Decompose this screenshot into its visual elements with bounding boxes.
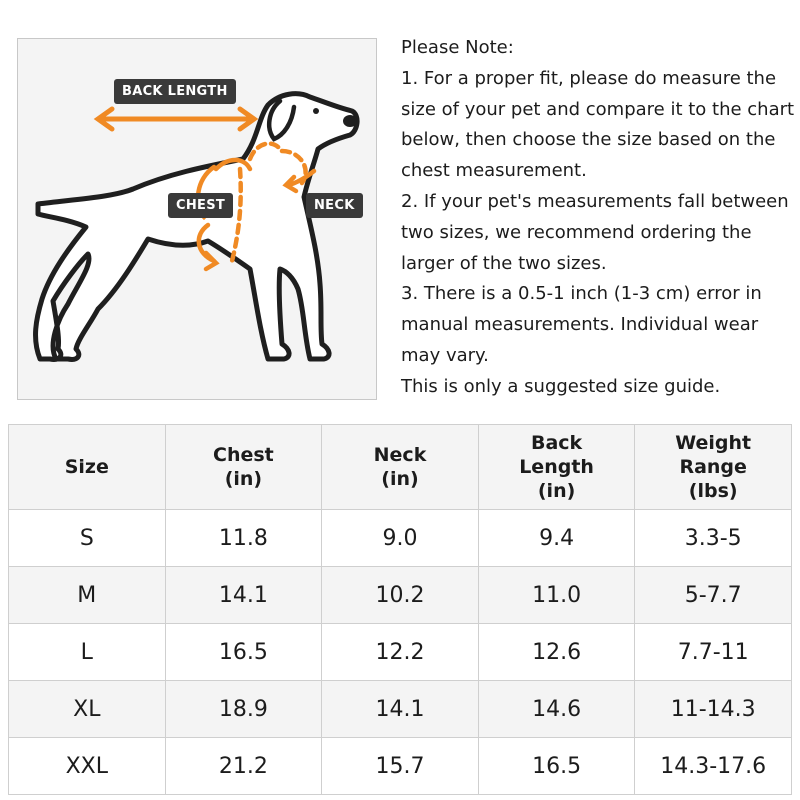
cell-chest: 14.1 (164, 566, 323, 624)
header-back-length: Back Length (in) (477, 424, 636, 510)
header-line: (in) (381, 468, 419, 490)
cell-chest: 16.5 (164, 623, 323, 681)
cell-size: M (8, 566, 166, 624)
table-row: L 16.5 12.2 12.6 7.7-11 (8, 623, 792, 681)
cell-weight-range: 3.3-5 (634, 509, 792, 567)
table-row: M 14.1 10.2 11.0 5-7.7 (8, 566, 792, 624)
cell-neck: 14.1 (321, 680, 479, 738)
measurement-diagram: BACK LENGTH CHEST NECK (17, 38, 377, 400)
cell-neck: 12.2 (321, 623, 479, 681)
notes-line: 1. For a proper fit, please do measure t… (401, 67, 777, 89)
cell-chest: 11.8 (164, 509, 323, 567)
header-chest: Chest (in) (164, 424, 323, 510)
cell-weight-range: 5-7.7 (634, 566, 792, 624)
header-size: Size (8, 424, 166, 510)
neck-tag: NECK (306, 193, 363, 218)
back-length-tag: BACK LENGTH (114, 79, 236, 104)
cell-neck: 9.0 (321, 509, 479, 567)
notes-heading: Please Note: (401, 37, 514, 58)
cell-weight-range: 11-14.3 (634, 680, 792, 738)
size-notes: Please Note: 1. For a proper fit, please… (401, 33, 796, 403)
notes-line: two sizes, we recommend ordering the (401, 221, 752, 243)
cell-back-length: 11.0 (477, 566, 636, 624)
cell-size: L (8, 623, 166, 681)
cell-size: XXL (8, 737, 166, 795)
cell-size: XL (8, 680, 166, 738)
cell-weight-range: 7.7-11 (634, 623, 792, 681)
cell-neck: 15.7 (321, 737, 479, 795)
header-neck: Neck (in) (321, 424, 479, 510)
cell-back-length: 14.6 (477, 680, 636, 738)
header-line: Neck (373, 444, 427, 466)
cell-chest: 21.2 (164, 737, 323, 795)
table-header-row: Size Chest (in) Neck (in) Back Length (i… (8, 424, 792, 510)
notes-line: below, then choose the size based on the (401, 129, 776, 151)
size-chart-table: Size Chest (in) Neck (in) Back Length (i… (8, 424, 792, 795)
dog-nose (343, 115, 357, 127)
cell-back-length: 9.4 (477, 509, 636, 567)
header-line: Weight (675, 432, 752, 454)
cell-back-length: 12.6 (477, 623, 636, 681)
cell-size: S (8, 509, 166, 567)
dog-eye (313, 108, 319, 114)
dog-ear (266, 98, 297, 142)
header-line: Size (64, 456, 109, 478)
header-line: Chest (213, 444, 274, 466)
header-line: Range (679, 456, 747, 478)
header-line: (in) (537, 480, 576, 502)
neck-measure-loop (247, 141, 317, 194)
notes-line: size of your pet and compare it to the c… (401, 98, 795, 120)
cell-weight-range: 14.3-17.6 (634, 737, 792, 795)
table-row: S 11.8 9.0 9.4 3.3-5 (8, 509, 792, 567)
header-line: Back (530, 432, 583, 454)
header-line: Length (519, 456, 594, 478)
header-line: (lbs) (688, 480, 738, 502)
notes-line: 2. If your pet's measurements fall betwe… (401, 190, 789, 212)
notes-line: 3. There is a 0.5-1 inch (1-3 cm) error … (401, 283, 762, 305)
cell-chest: 18.9 (164, 680, 323, 738)
notes-line: may vary. (401, 344, 489, 366)
cell-back-length: 16.5 (477, 737, 636, 795)
table-row: XXL 21.2 15.7 16.5 14.3-17.6 (8, 737, 792, 795)
back-length-arrow (93, 106, 259, 132)
chest-tag: CHEST (168, 193, 234, 218)
notes-line: larger of the two sizes. (401, 252, 607, 274)
notes-line: This is only a suggested size guide. (401, 375, 721, 397)
notes-line: chest measurement. (401, 160, 587, 182)
header-line: (in) (224, 468, 263, 490)
cell-neck: 10.2 (321, 566, 479, 624)
header-weight-range: Weight Range (lbs) (634, 424, 792, 510)
table-row: XL 18.9 14.1 14.6 11-14.3 (8, 680, 792, 738)
dog-outline (33, 91, 360, 362)
notes-line: manual measurements. Individual wear (401, 314, 759, 336)
